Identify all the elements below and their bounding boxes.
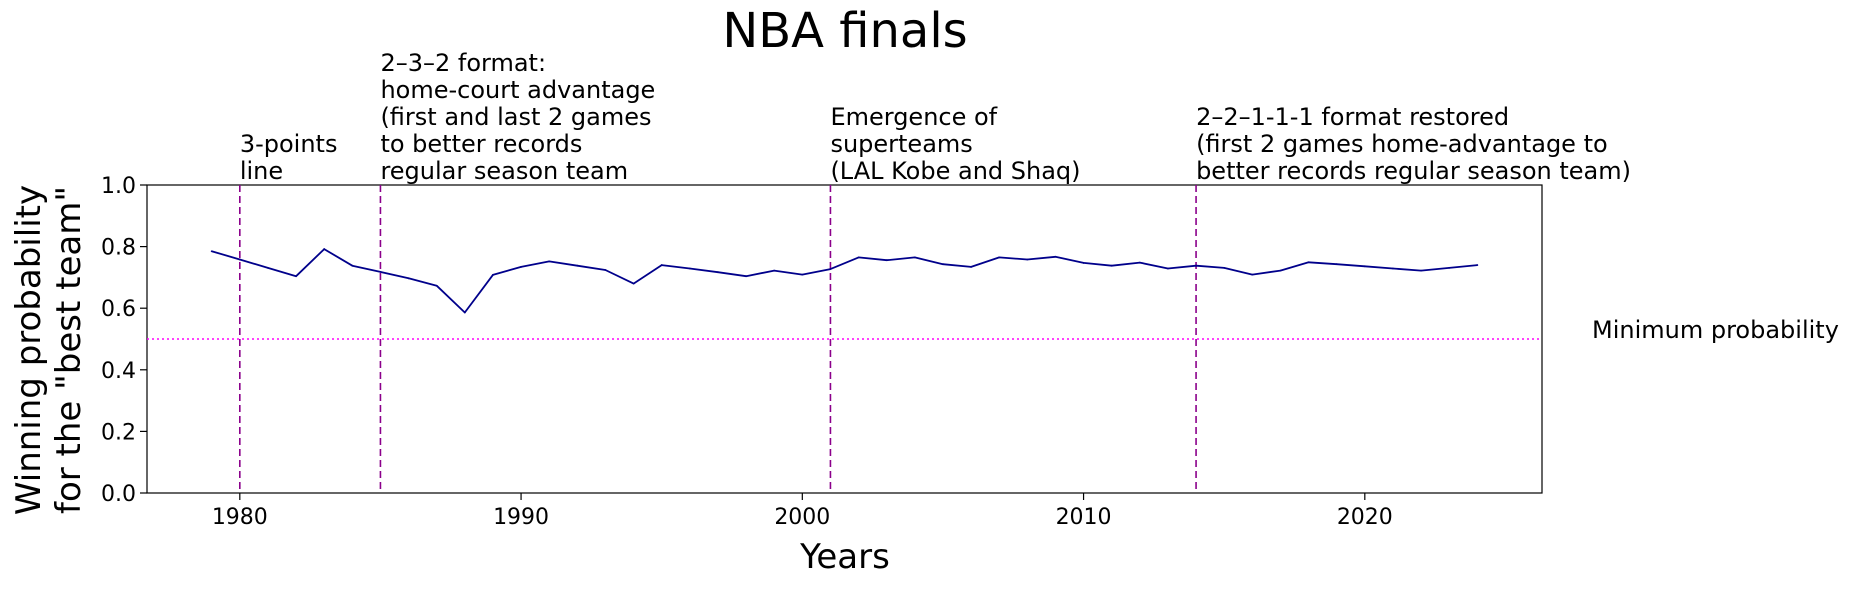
data-point: [407, 277, 410, 280]
event-label-line: to better records: [380, 130, 582, 158]
x-tick-label: 1990: [493, 505, 549, 530]
data-point: [1110, 264, 1113, 267]
y-tick-label: 0.0: [101, 482, 136, 507]
data-point: [323, 248, 326, 250]
y-tick-label: 0.2: [101, 420, 136, 445]
x-tick-label: 1980: [212, 505, 268, 530]
data-point: [210, 250, 213, 253]
data-point: [1026, 258, 1029, 261]
data-point: [1335, 263, 1338, 266]
x-tick-label: 2000: [774, 505, 830, 530]
data-point: [379, 270, 382, 273]
y-tick-label: 1.0: [101, 174, 136, 199]
event-label-line: 2–2–1-1-1 format restored: [1196, 103, 1509, 131]
data-point: [1223, 266, 1226, 269]
event-label-line: (first 2 games home-advantage to: [1196, 130, 1608, 158]
data-point: [435, 284, 438, 287]
data-point: [238, 258, 241, 261]
data-point: [829, 268, 832, 270]
x-axis-label: Years: [799, 537, 890, 577]
data-point: [717, 271, 719, 274]
data-point: [773, 269, 776, 272]
event-label-line: 2–3–2 format:: [380, 49, 546, 77]
y-axis-label-line-2: for the "best team": [49, 186, 89, 514]
data-point: [1307, 261, 1310, 264]
data-point: [857, 256, 860, 259]
data-point: [1448, 266, 1451, 269]
data-point: [1363, 265, 1366, 268]
data-point: [1082, 262, 1085, 264]
event-label-line: 3-points: [240, 130, 338, 158]
data-point: [548, 260, 551, 263]
data-point: [576, 264, 579, 267]
data-point: [1167, 267, 1169, 270]
data-point: [1195, 264, 1197, 267]
y-tick-label: 0.4: [101, 359, 136, 384]
y-tick-label: 0.6: [101, 297, 136, 322]
data-point: [660, 264, 663, 266]
y-axis-label-line-1: Winning probability: [9, 185, 49, 515]
event-label-line: superteams: [830, 130, 972, 158]
y-axis-label: Winning probability for the "best team": [9, 185, 89, 515]
series-line: [211, 248, 1478, 314]
data-point: [1251, 273, 1254, 276]
event-label-line: (LAL Kobe and Shaq): [830, 157, 1080, 185]
data-point: [1420, 269, 1422, 272]
data-point: [351, 264, 354, 267]
data-point: [295, 275, 297, 278]
x-tick-label: 2020: [1337, 505, 1393, 530]
data-point: [1054, 255, 1057, 258]
data-point: [1476, 264, 1479, 266]
data-point: [463, 311, 466, 314]
data-point: [801, 273, 804, 276]
data-point: [942, 263, 944, 266]
data-point: [492, 274, 494, 276]
minimum-probability-label: Minimum probability: [1592, 316, 1839, 344]
event-label-line: Emergence of: [830, 103, 997, 131]
y-tick-label: 0.8: [101, 236, 136, 261]
data-point: [913, 256, 916, 259]
x-tick-label: 2010: [1056, 505, 1112, 530]
data-point: [520, 266, 522, 268]
data-point: [267, 266, 269, 269]
data-point: [604, 269, 607, 271]
event-label-line: home-court advantage: [380, 76, 655, 104]
event-label-line: better records regular season team): [1196, 157, 1631, 185]
data-point: [998, 256, 1001, 259]
data-point: [632, 282, 635, 285]
data-point: [1138, 261, 1141, 264]
plot-area: 1980 1990 2000 2010 2020 0.0 0.2 0.4 0.6 0.8 1.0 Mi…: [101, 49, 1839, 530]
data-point: [745, 275, 747, 278]
data-point: [885, 259, 888, 262]
data-point: [688, 267, 691, 270]
data-point: [1279, 269, 1282, 272]
data-point: [970, 266, 972, 268]
data-point: [1392, 267, 1394, 270]
event-label-line: (first and last 2 games: [380, 103, 651, 131]
event-label-line: regular season team: [380, 157, 628, 185]
event-label-line: line: [240, 157, 283, 185]
chart-title: NBA finals: [722, 3, 967, 59]
